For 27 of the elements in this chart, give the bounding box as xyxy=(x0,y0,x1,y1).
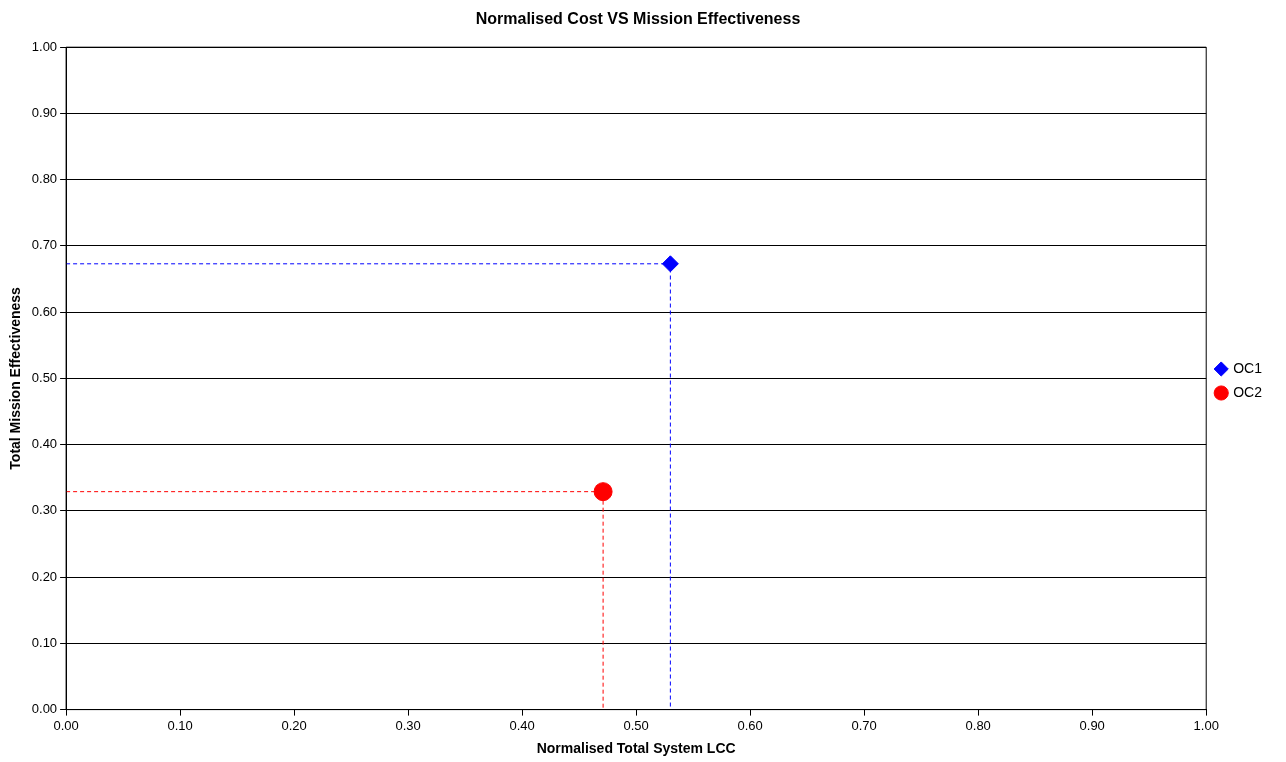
x-tick-label: 0.30 xyxy=(395,717,421,733)
y-tick-label: 0.80 xyxy=(31,171,58,187)
y-tick-label: 0.10 xyxy=(31,634,58,650)
y-tick-label: 0.00 xyxy=(31,701,58,717)
x-tick-label: 0.70 xyxy=(851,717,877,733)
legend-label: OC1 xyxy=(1233,359,1263,376)
x-tick-label: 0.60 xyxy=(737,717,763,733)
y-tick-label: 0.50 xyxy=(31,369,58,385)
legend-label: OC2 xyxy=(1233,383,1263,400)
y-tick-label: 0.30 xyxy=(31,502,58,518)
y-tick-label: 0.60 xyxy=(31,303,58,319)
x-tick-label: 0.80 xyxy=(965,717,991,733)
x-tick-label: 0.00 xyxy=(53,717,79,733)
x-tick-label: 0.90 xyxy=(1079,717,1105,733)
x-tick-label: 0.40 xyxy=(509,717,535,733)
y-tick-label: 0.70 xyxy=(31,237,58,253)
x-tick-label: 0.50 xyxy=(623,717,649,733)
x-tick-label: 0.10 xyxy=(167,717,193,733)
y-axis-title: Total Mission Effectiveness xyxy=(7,286,24,470)
y-tick-label: 1.00 xyxy=(31,38,58,54)
y-tick-label: 0.20 xyxy=(31,568,58,584)
x-axis-title: Normalised Total System LCC xyxy=(536,740,736,757)
x-tick-label: 1.00 xyxy=(1193,717,1219,733)
chart-title: Normalised Cost VS Mission Effectiveness xyxy=(475,10,801,28)
x-tick-label: 0.20 xyxy=(281,717,307,733)
y-tick-label: 0.40 xyxy=(31,436,58,452)
y-tick-label: 0.90 xyxy=(31,105,58,121)
